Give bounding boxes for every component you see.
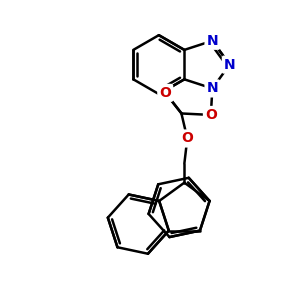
- Text: O: O: [205, 108, 217, 122]
- Text: N: N: [206, 34, 218, 48]
- Text: N: N: [206, 81, 218, 95]
- Text: O: O: [182, 131, 193, 146]
- Text: O: O: [159, 86, 171, 100]
- Text: N: N: [224, 58, 236, 72]
